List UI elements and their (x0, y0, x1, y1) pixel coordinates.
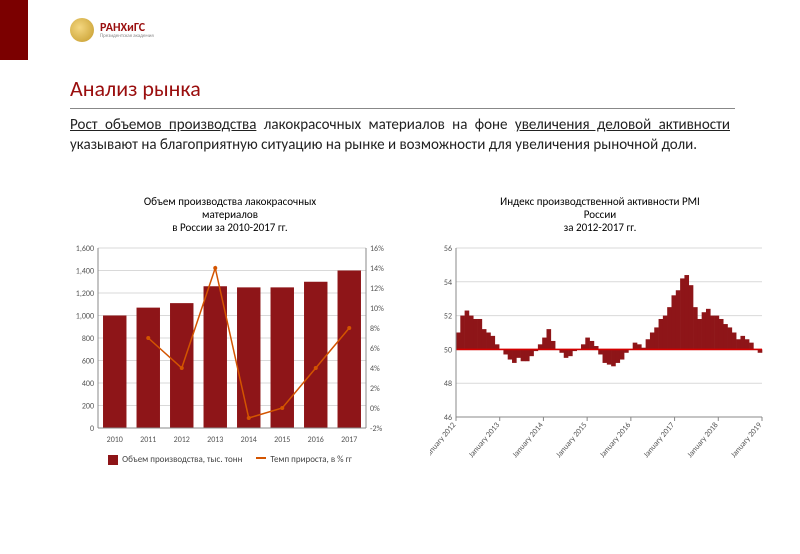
text-mid-2: указывают на благоприятную ситуацию на р… (70, 136, 697, 154)
svg-text:48: 48 (444, 379, 452, 389)
svg-text:-2%: -2% (370, 424, 383, 434)
svg-text:4%: 4% (370, 364, 380, 374)
chart2-title: Индекс производственной активности PMI Р… (500, 195, 700, 234)
svg-text:2%: 2% (370, 384, 380, 394)
highlight-1: Рост объемов производства (70, 116, 256, 134)
text-mid-1: лакокрасочных материалов на фоне (256, 116, 515, 134)
legend-item-line: Темп прироста, в % гг (256, 454, 351, 465)
chart2-svg: 464850525456January 2012January 2013Janu… (430, 242, 770, 477)
svg-text:56: 56 (444, 244, 452, 254)
svg-text:2015: 2015 (274, 435, 290, 445)
chart1-title-l3: в России за 2010-2017 гг. (172, 221, 287, 234)
svg-text:10%: 10% (370, 304, 384, 314)
legend-item-bar: Объем производства, тыс. тонн (108, 454, 242, 465)
charts-row: Объем производства лакокрасочных материа… (60, 195, 760, 477)
logo-text: РАНХиГС (100, 22, 154, 34)
chart1-title: Объем производства лакокрасочных материа… (144, 195, 316, 234)
svg-text:50: 50 (444, 345, 452, 355)
page-title: Анализ рынка (70, 75, 735, 109)
svg-text:January 2017: January 2017 (641, 421, 676, 460)
chart2-title-l2: России (584, 208, 616, 221)
accent-bar (0, 0, 28, 60)
svg-text:1,600: 1,600 (76, 244, 94, 254)
svg-text:12%: 12% (370, 284, 384, 294)
svg-text:0%: 0% (370, 404, 380, 414)
svg-text:January 2015: January 2015 (554, 421, 589, 460)
body-paragraph: Рост объемов производства лакокрасочных … (70, 115, 730, 156)
svg-text:16%: 16% (370, 244, 384, 254)
svg-text:600: 600 (82, 357, 94, 367)
svg-text:0: 0 (90, 424, 94, 434)
svg-text:800: 800 (82, 334, 94, 344)
logo: РАНХиГС Президентская академия (70, 18, 154, 42)
chart-volume: Объем производства лакокрасочных материа… (60, 195, 400, 477)
svg-text:6%: 6% (370, 344, 380, 354)
svg-text:52: 52 (444, 312, 452, 322)
svg-text:January 2013: January 2013 (467, 421, 502, 460)
svg-text:1,200: 1,200 (76, 289, 94, 299)
svg-text:January 2019: January 2019 (729, 421, 764, 460)
logo-subtitle: Президентская академия (100, 34, 154, 39)
svg-text:200: 200 (82, 402, 94, 412)
svg-text:1,000: 1,000 (76, 312, 94, 322)
chart1-title-l1: Объем производства лакокрасочных (144, 195, 316, 208)
slide: РАНХиГС Президентская академия Анализ ры… (0, 0, 800, 554)
svg-text:2010: 2010 (107, 435, 123, 445)
svg-text:January 2012: January 2012 (430, 421, 458, 460)
emblem-icon (70, 18, 94, 42)
svg-text:1,400: 1,400 (76, 267, 94, 277)
svg-text:2016: 2016 (308, 435, 324, 445)
chart1-svg: 0 200 400 600 800 1,000 1,200 1,400 1,600 -2% 0% 2%… (60, 242, 400, 452)
chart2-title-l3: за 2012-2017 гг. (564, 221, 637, 234)
svg-text:8%: 8% (370, 324, 380, 334)
svg-text:2014: 2014 (241, 435, 257, 445)
chart2-title-l1: Индекс производственной активности PMI (500, 195, 700, 208)
svg-text:January 2014: January 2014 (510, 421, 545, 460)
svg-text:2017: 2017 (341, 435, 357, 445)
svg-text:January 2016: January 2016 (598, 421, 633, 460)
logo-text-wrap: РАНХиГС Президентская академия (100, 22, 154, 39)
svg-text:14%: 14% (370, 264, 384, 274)
svg-text:54: 54 (444, 278, 452, 288)
chart1-legend: Объем производства, тыс. тонн Темп приро… (108, 454, 352, 465)
svg-text:January 2018: January 2018 (685, 421, 720, 460)
svg-text:2012: 2012 (174, 435, 190, 445)
chart-pmi: Индекс производственной активности PMI Р… (430, 195, 770, 477)
svg-text:2013: 2013 (207, 435, 223, 445)
highlight-2: увеличения деловой активности (515, 116, 730, 134)
svg-text:2011: 2011 (140, 435, 156, 445)
svg-text:400: 400 (82, 379, 94, 389)
chart1-title-l2: материалов (202, 208, 258, 221)
